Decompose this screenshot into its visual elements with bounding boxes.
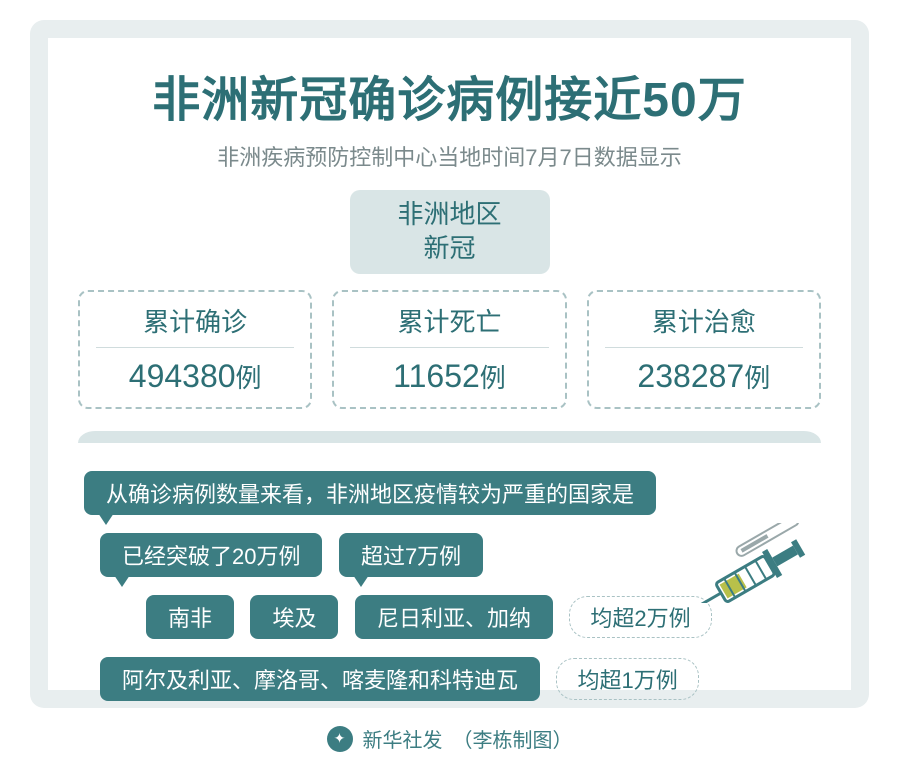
country-south-africa: 南非 [146,595,234,639]
xinhua-logo-icon: ✦ [327,726,353,752]
region-box: 非洲地区 新冠 [350,190,550,274]
threshold-70k: 超过7万例 [339,533,483,577]
stat-unit: 例 [480,363,506,393]
stat-value: 494380 [129,358,236,394]
country-egypt: 埃及 [250,595,338,639]
threshold-200k: 已经突破了20万例 [100,533,322,577]
stat-unit: 例 [236,363,262,393]
country-group-4: 阿尔及利亚、摩洛哥、喀麦隆和科特迪瓦 [100,657,540,701]
stat-label: 累计死亡 [350,302,548,348]
lead-bar: 从确诊病例数量来看，非洲地区疫情较为严重的国家是 [84,471,656,515]
stat-value: 238287 [637,358,744,394]
region-line2: 新冠 [350,232,550,266]
stat-label: 累计确诊 [96,302,294,348]
stat-label: 累计治愈 [605,302,803,348]
medical-icons [647,523,817,603]
countries-section: 从确诊病例数量来看，非洲地区疫情较为严重的国家是 已经突破了20万例 超过7万例… [48,443,851,705]
stats-row: 累计确诊 494380例 累计死亡 11652例 累计治愈 238287例 [48,290,851,409]
footer: ✦ 新华社发 （李栋制图） [0,724,899,753]
stat-deaths: 累计死亡 11652例 [332,290,566,409]
footer-author: （李栋制图） [453,724,573,753]
stat-unit: 例 [744,363,770,393]
stat-confirmed: 累计确诊 494380例 [78,290,312,409]
outer-frame: 非洲新冠确诊病例接近50万 非洲疾病预防控制中心当地时间7月7日数据显示 非洲地… [30,20,869,708]
region-line1: 非洲地区 [350,198,550,232]
country-nigeria-ghana: 尼日利亚、加纳 [355,595,553,639]
tag-10k: 均超1万例 [556,658,698,700]
main-title: 非洲新冠确诊病例接近50万 [48,38,851,130]
stat-recovered: 累计治愈 238287例 [587,290,821,409]
section-divider [78,431,821,443]
stat-value: 11652 [393,358,480,394]
subtitle: 非洲疾病预防控制中心当地时间7月7日数据显示 [48,130,851,172]
footer-source: 新华社发 [363,724,443,753]
